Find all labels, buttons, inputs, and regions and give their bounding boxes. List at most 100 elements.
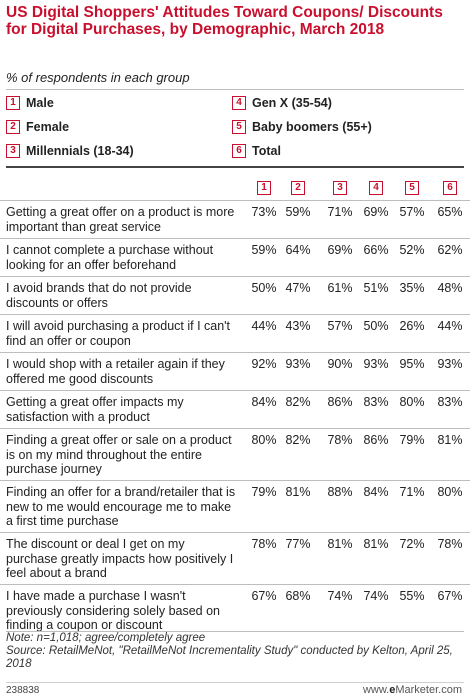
table-cell: 61% <box>327 281 353 295</box>
table-row: The discount or deal I get on my purchas… <box>0 532 470 584</box>
column-key-badge: 4 <box>369 181 383 195</box>
table-cell: 93% <box>285 357 311 371</box>
legend-label: Gen X (35-54) <box>252 96 332 110</box>
table-bottom-divider <box>6 631 464 632</box>
table-cell: 93% <box>437 357 463 371</box>
row-label: Finding a great offer or sale on a produ… <box>6 433 232 476</box>
source-text: Source: RetailMeNot, "RetailMeNot Increm… <box>6 645 453 670</box>
table-header-row: 1 2 3 4 5 6 <box>0 168 470 200</box>
table-cell: 79% <box>399 433 425 447</box>
table-cell: 74% <box>327 589 353 603</box>
table-cell: 73% <box>251 205 277 219</box>
legend-item: 1 Male <box>6 96 54 110</box>
table-body: Getting a great offer on a product is mo… <box>0 200 470 636</box>
legend-item: 2 Female <box>6 120 69 134</box>
chart-title: US Digital Shoppers' Attitudes Toward Co… <box>6 4 443 38</box>
column-header: 4 <box>369 177 383 195</box>
table-cell: 55% <box>399 589 425 603</box>
table-cell: 82% <box>285 433 311 447</box>
table-cell: 59% <box>251 243 277 257</box>
brand-prefix: www. <box>362 684 390 696</box>
legend-item: 5 Baby boomers (55+) <box>232 120 372 134</box>
legend-item: 4 Gen X (35-54) <box>232 96 332 110</box>
legend-bottom-divider <box>6 166 464 168</box>
footer-divider <box>6 682 464 683</box>
table-cell: 83% <box>363 395 389 409</box>
table-cell: 52% <box>399 243 425 257</box>
table-row: Finding an offer for a brand/retailer th… <box>0 480 470 532</box>
table-cell: 51% <box>363 281 389 295</box>
table-cell: 86% <box>327 395 353 409</box>
table-cell: 67% <box>251 589 277 603</box>
table-cell: 81% <box>363 537 389 551</box>
table-cell: 35% <box>399 281 425 295</box>
brand-suffix: Marketer.com <box>395 684 462 696</box>
table-cell: 86% <box>363 433 389 447</box>
row-label: I cannot complete a purchase without loo… <box>6 243 214 272</box>
brand-bold: e <box>389 684 396 696</box>
table-cell: 67% <box>437 589 463 603</box>
table-cell: 84% <box>251 395 277 409</box>
table-cell: 57% <box>399 205 425 219</box>
legend-label: Millennials (18-34) <box>26 144 134 158</box>
table-cell: 71% <box>327 205 353 219</box>
legend-key-badge: 5 <box>232 120 246 134</box>
table-cell: 69% <box>363 205 389 219</box>
legend-label: Baby boomers (55+) <box>252 120 372 134</box>
table-cell: 80% <box>437 485 463 499</box>
table-cell: 80% <box>251 433 277 447</box>
table-cell: 65% <box>437 205 463 219</box>
column-header: 5 <box>405 177 419 195</box>
table-cell: 50% <box>363 319 389 333</box>
column-key-badge: 5 <box>405 181 419 195</box>
table-cell: 77% <box>285 537 311 551</box>
column-key-badge: 3 <box>333 181 347 195</box>
table-cell: 81% <box>285 485 311 499</box>
column-header: 6 <box>443 177 457 195</box>
table-row: Getting a great offer on a product is mo… <box>0 200 470 238</box>
table-cell: 47% <box>285 281 311 295</box>
table-cell: 69% <box>327 243 353 257</box>
row-label: I would shop with a retailer again if th… <box>6 357 225 386</box>
table-cell: 66% <box>363 243 389 257</box>
note-text: Note: n=1,018; agree/completely agree <box>6 632 206 644</box>
table-cell: 59% <box>285 205 311 219</box>
table-cell: 64% <box>285 243 311 257</box>
chart-id: 238838 <box>6 685 40 696</box>
table-cell: 71% <box>399 485 425 499</box>
data-table: 1 2 3 4 5 6 Getting a great offer on a produc… <box>0 168 470 636</box>
row-label: The discount or deal I get on my purchas… <box>6 537 234 580</box>
table-cell: 83% <box>437 395 463 409</box>
column-header: 1 <box>257 177 271 195</box>
table-cell: 48% <box>437 281 463 295</box>
legend-key-badge: 2 <box>6 120 20 134</box>
table-cell: 78% <box>327 433 353 447</box>
table-cell: 44% <box>437 319 463 333</box>
table-cell: 82% <box>285 395 311 409</box>
table-cell: 44% <box>251 319 277 333</box>
table-cell: 78% <box>251 537 277 551</box>
table-row: I would shop with a retailer again if th… <box>0 352 470 390</box>
table-cell: 79% <box>251 485 277 499</box>
table-row: I cannot complete a purchase without loo… <box>0 238 470 276</box>
legend-top-divider <box>6 89 464 90</box>
legend-label: Male <box>26 96 54 110</box>
table-cell: 50% <box>251 281 277 295</box>
table-cell: 72% <box>399 537 425 551</box>
legend-item: 3 Millennials (18-34) <box>6 144 134 158</box>
table-cell: 92% <box>251 357 277 371</box>
table-cell: 43% <box>285 319 311 333</box>
legend-key-badge: 3 <box>6 144 20 158</box>
column-key-badge: 1 <box>257 181 271 195</box>
table-cell: 88% <box>327 485 353 499</box>
table-cell: 81% <box>437 433 463 447</box>
footnote: Note: n=1,018; agree/completely agree So… <box>6 632 462 671</box>
table-row: I have made a purchase I wasn't previous… <box>0 584 470 636</box>
legend-label: Female <box>26 120 70 134</box>
row-label: Getting a great offer on a product is mo… <box>6 205 235 234</box>
brand-logo[interactable]: www.eMarketer.com <box>363 684 462 696</box>
row-label: I avoid brands that do not provide disco… <box>6 281 192 310</box>
row-label: I have made a purchase I wasn't previous… <box>6 589 221 632</box>
column-header: 3 <box>333 177 347 195</box>
table-row: Getting a great offer impacts my satisfa… <box>0 390 470 428</box>
